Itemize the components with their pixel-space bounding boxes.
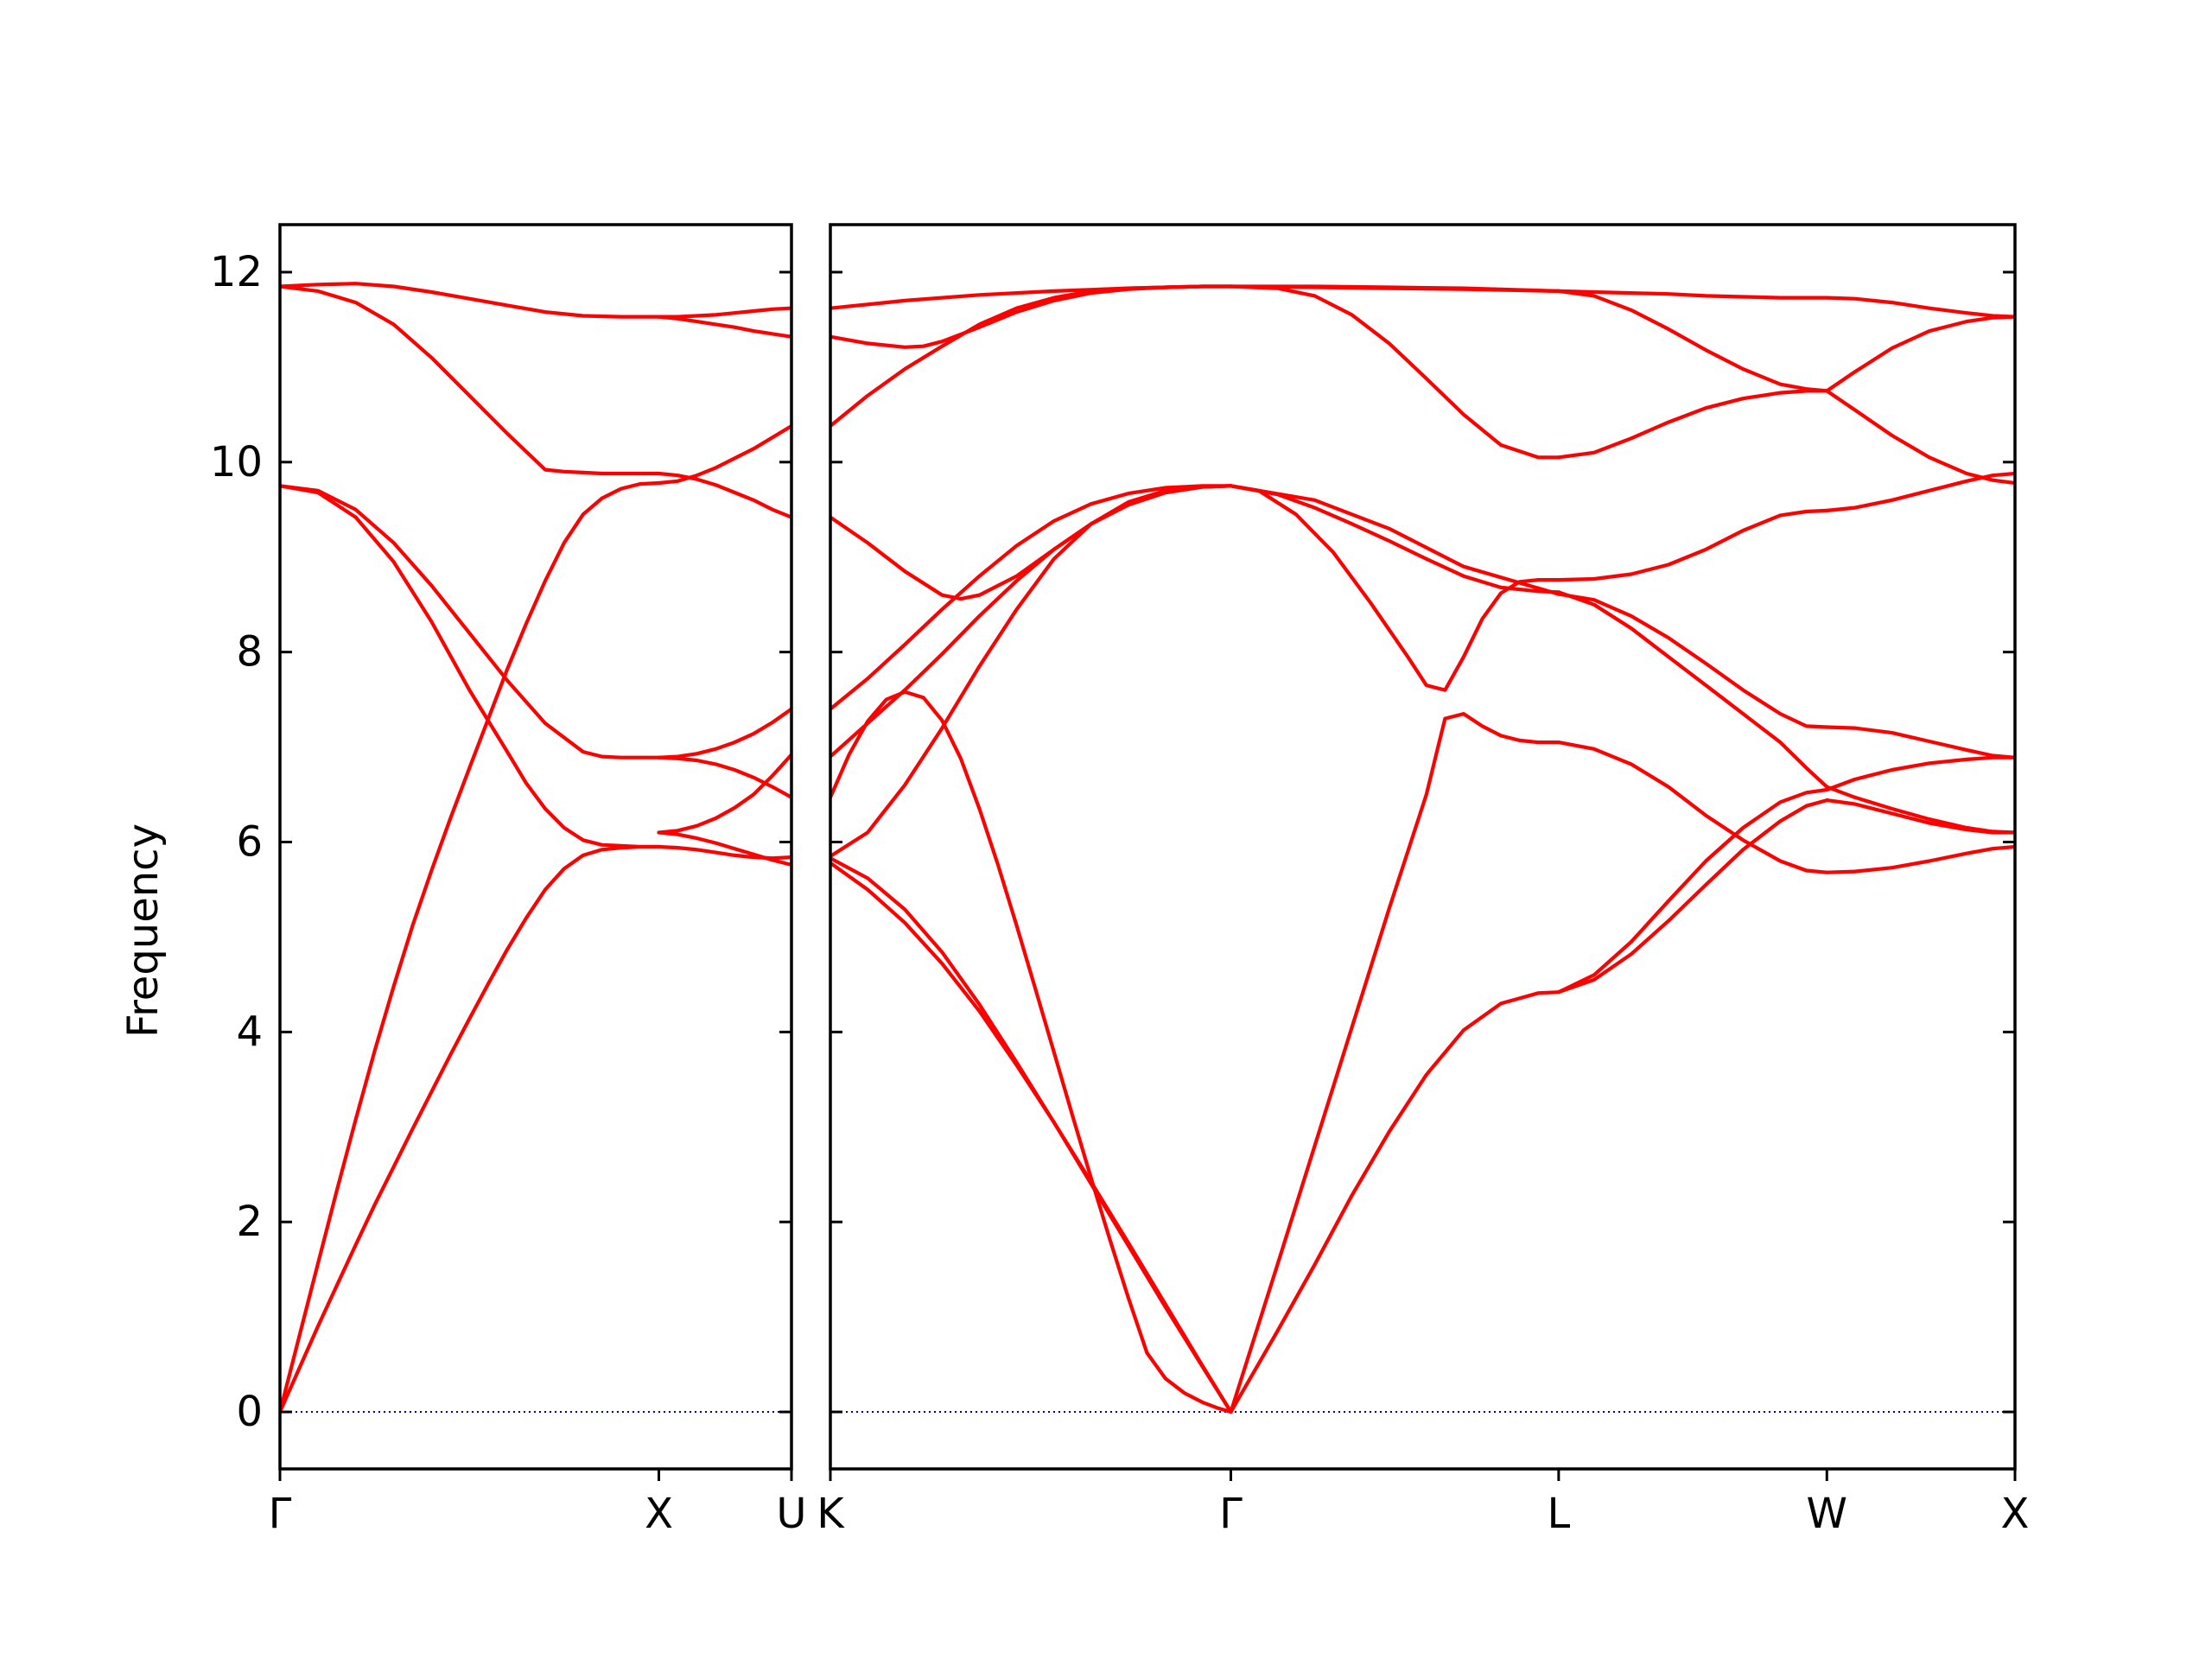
band-line (1556, 389, 1829, 460)
band-line (657, 315, 791, 339)
y-tick-label: 12 (210, 248, 263, 296)
band-line (1556, 289, 1829, 300)
band-line (280, 282, 661, 319)
axes-frame (829, 223, 2017, 1471)
x-tick-label: X (2001, 1490, 2030, 1538)
x-tick-label: L (1547, 1490, 1570, 1538)
band-line (1556, 508, 1829, 582)
band-line (1825, 389, 2015, 486)
band-line (830, 484, 1233, 601)
band-line (1825, 725, 2015, 760)
band-line (1229, 484, 1560, 596)
plot-area (830, 284, 2015, 1414)
band-line (1556, 798, 1829, 995)
band-line (657, 707, 791, 760)
band-line (657, 423, 791, 486)
band-line (280, 484, 661, 760)
y-tick-label: 0 (236, 1388, 263, 1436)
plot-area (280, 282, 791, 1414)
y-tick-labels: 0 2 4 6 8 10 12 (210, 248, 263, 1436)
band-line (1556, 590, 1829, 789)
band-line (1825, 315, 2015, 393)
band-line (830, 856, 1233, 1414)
band-line (1229, 484, 1560, 594)
band-line (1825, 798, 2015, 835)
band-line (657, 755, 791, 799)
band-line (657, 830, 791, 867)
y-tick-label: 6 (236, 818, 263, 867)
x-tick-label: W (1807, 1490, 1847, 1538)
y-tick-label: 4 (236, 1007, 263, 1056)
band-line (1229, 712, 1560, 1414)
x-tick-label: Γ (1219, 1490, 1243, 1538)
band-line (830, 484, 1233, 711)
x-tick-label: X (645, 1490, 673, 1538)
band-line (830, 284, 1233, 310)
y-tick-label: 8 (236, 628, 263, 677)
band-line (1556, 787, 1829, 995)
band-line (1556, 592, 1829, 729)
x-tick-label: U (776, 1490, 806, 1538)
band-line (280, 484, 661, 849)
band-line (657, 306, 791, 319)
y-axis-label: Frequency (119, 823, 168, 1038)
band-line (657, 471, 791, 519)
axes-frame (278, 223, 793, 1471)
x-tick-label: Γ (269, 1490, 292, 1538)
band-line (1825, 296, 2015, 319)
band-line (1229, 990, 1560, 1414)
band-line (1825, 471, 2015, 512)
band-line (657, 753, 791, 835)
y-tick-label: 2 (236, 1198, 263, 1246)
band-line (280, 284, 661, 476)
band-line (280, 480, 661, 1414)
band-line (1229, 284, 1560, 293)
band-line (1825, 844, 2015, 874)
y-tick-label: 10 (210, 438, 263, 486)
band-line (1825, 755, 2015, 792)
band-line (280, 844, 661, 1414)
x-tick-label: K (817, 1490, 845, 1538)
band-line (1229, 284, 1560, 460)
band-line (1556, 741, 1829, 874)
band-line (1556, 289, 1829, 393)
